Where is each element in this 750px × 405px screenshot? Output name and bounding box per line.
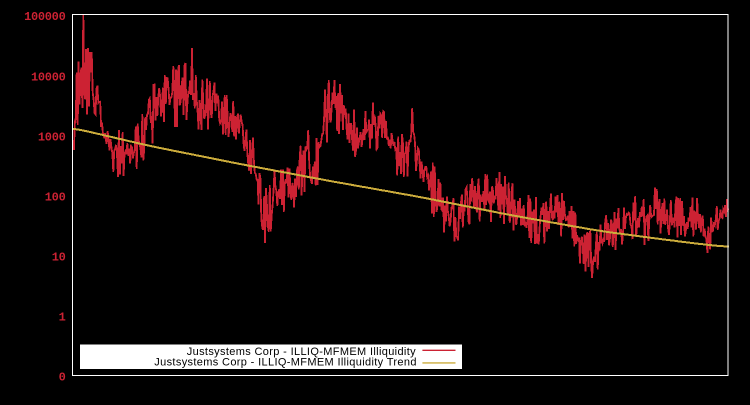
svg-text:10000: 10000 <box>31 70 66 84</box>
svg-text:1000: 1000 <box>38 130 66 144</box>
svg-text:100: 100 <box>45 190 66 204</box>
svg-text:10: 10 <box>52 250 66 264</box>
svg-text:Justsystems Corp - ILLIQ-MFMEM: Justsystems Corp - ILLIQ-MFMEM Illiquidi… <box>187 346 416 358</box>
svg-text:100000: 100000 <box>24 10 66 24</box>
svg-text:Justsystems Corp - ILLIQ-MFMEM: Justsystems Corp - ILLIQ-MFMEM Illiquidi… <box>154 356 417 368</box>
svg-text:0: 0 <box>59 371 66 385</box>
svg-text:1: 1 <box>59 311 66 325</box>
